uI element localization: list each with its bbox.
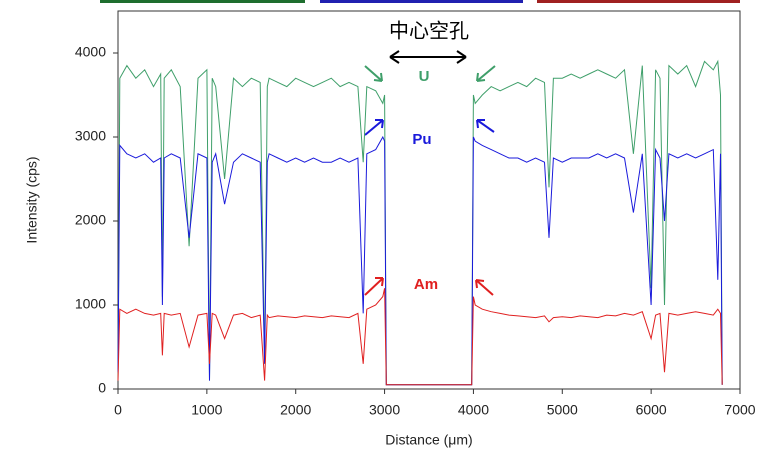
annotation: U [419, 68, 430, 85]
top-strip [320, 0, 523, 3]
x-tick-label: 2000 [280, 402, 311, 418]
annotation: Am [414, 276, 438, 293]
x-tick-label: 7000 [724, 402, 755, 418]
x-axis-label: Distance (μm) [385, 432, 472, 448]
y-tick-label: 1000 [75, 296, 106, 312]
y-axis-label: Intensity (cps) [24, 156, 40, 243]
arrow [477, 66, 495, 81]
x-tick-label: 1000 [191, 402, 222, 418]
top-strip [537, 0, 740, 3]
y-tick-label: 4000 [75, 44, 106, 60]
x-tick-label: 6000 [636, 402, 667, 418]
x-tick-label: 5000 [547, 402, 578, 418]
arrow [477, 120, 494, 132]
arrow [365, 66, 382, 81]
arrow [365, 278, 383, 295]
y-tick-label: 2000 [75, 212, 106, 228]
x-tick-label: 3000 [369, 402, 400, 418]
chart: Distance (μm) Intensity (cps) 0 1000 2000 3… [0, 0, 775, 457]
x-tick-label: 4000 [458, 402, 489, 418]
arrow [365, 120, 383, 135]
top-strip [100, 0, 305, 3]
annotation: 中心空孔 [389, 19, 469, 42]
y-tick-label: 0 [98, 380, 106, 396]
double-arrow [390, 51, 466, 63]
y-tick-label: 3000 [75, 128, 106, 144]
x-tick-label: 0 [114, 402, 122, 418]
annotation: Pu [412, 131, 431, 148]
arrow [476, 280, 493, 295]
